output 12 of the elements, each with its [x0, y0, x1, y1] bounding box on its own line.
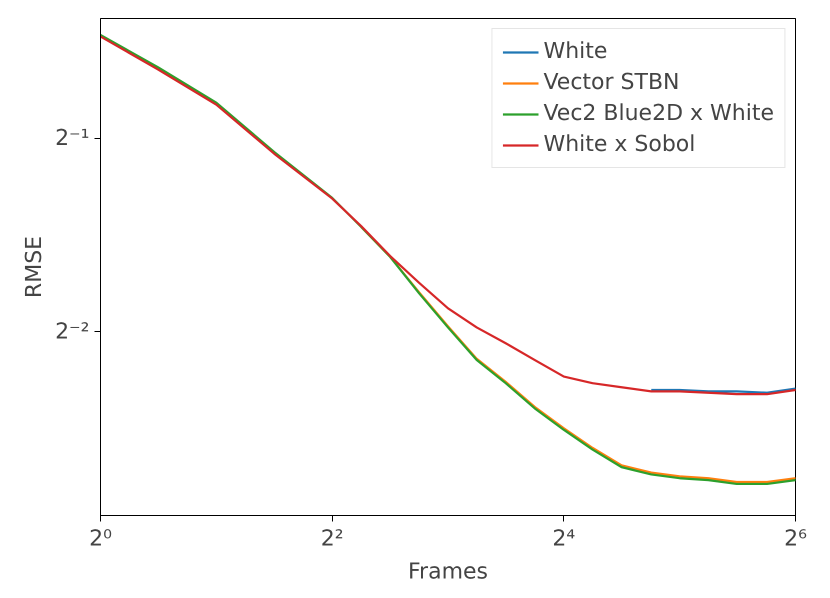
y-tick-label: 2⁻¹	[55, 126, 90, 151]
y-axis-title: RMSE	[22, 236, 48, 298]
legend-label: Vector STBN	[543, 70, 680, 95]
x-tick-label: 2⁰	[89, 526, 112, 552]
x-axis-title: Frames	[408, 560, 488, 584]
x-tick-label: 2⁶	[784, 526, 808, 552]
y-tick-label: 2⁻²	[55, 319, 90, 344]
x-tick-label: 2²	[320, 526, 344, 552]
x-tick-label: 2⁴	[552, 526, 576, 552]
legend-label: White	[543, 39, 608, 64]
legend-label: White x Sobol	[543, 132, 696, 157]
legend-label: Vec2 Blue2D x White	[543, 101, 774, 126]
